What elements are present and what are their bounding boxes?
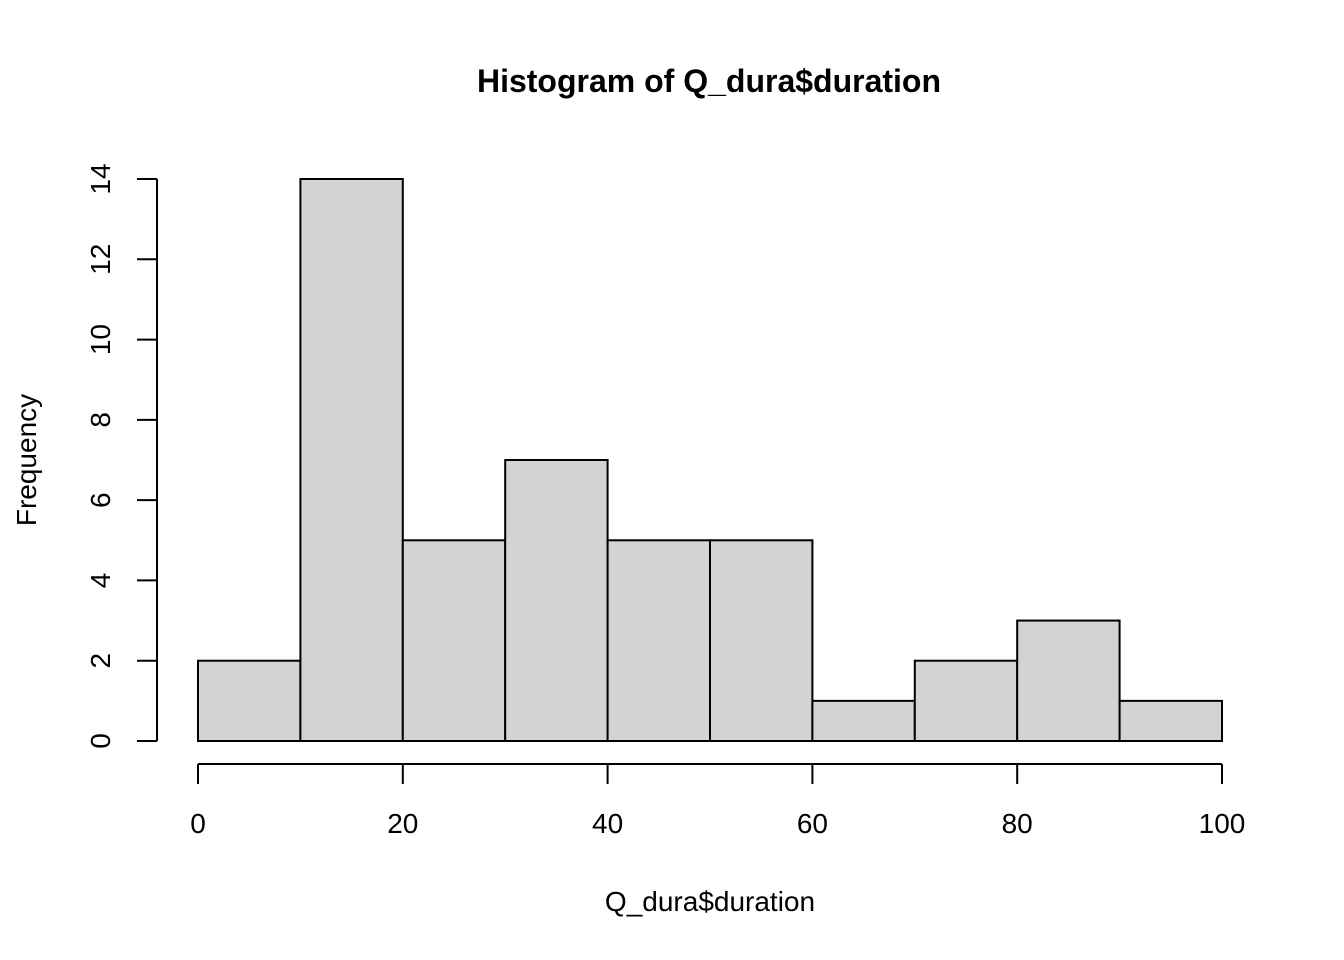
x-axis-label: Q_dura$duration	[605, 886, 815, 917]
x-tick-label: 100	[1199, 808, 1246, 839]
y-tick-label: 14	[85, 163, 116, 194]
y-tick-label: 2	[85, 653, 116, 669]
x-axis: 0 20 40 60 80 100	[190, 763, 1246, 839]
histogram-bar-10-20	[299, 178, 404, 742]
y-axis-label: Frequency	[11, 394, 42, 526]
histogram-bar-70-80	[913, 659, 1019, 743]
chart-title: Histogram of Q_dura$duration	[477, 63, 941, 99]
x-tick-label: 40	[592, 808, 623, 839]
y-axis: 0 2 4 6 8 10 12 14	[85, 163, 158, 749]
histogram-bar-0-10	[197, 659, 302, 743]
histogram-bar-50-60	[709, 539, 814, 742]
histogram-bar-40-50	[606, 539, 711, 742]
y-tick-label: 12	[85, 244, 116, 275]
histogram-bar-90-100	[1118, 699, 1223, 742]
y-tick-label: 8	[85, 412, 116, 428]
histogram-bar-20-30	[401, 539, 507, 742]
y-tick-label: 0	[85, 733, 116, 749]
y-tick-label: 6	[85, 492, 116, 508]
x-tick-label: 20	[387, 808, 418, 839]
x-tick-label: 80	[1002, 808, 1033, 839]
bars-group	[197, 178, 1223, 743]
histogram-bar-80-90	[1016, 619, 1121, 742]
x-tick-label: 0	[190, 808, 206, 839]
y-tick-label: 10	[85, 324, 116, 355]
x-tick-label: 60	[797, 808, 828, 839]
histogram-bar-60-70	[811, 699, 916, 742]
y-tick-label: 4	[85, 573, 116, 589]
histogram-bar-30-40	[504, 459, 609, 742]
